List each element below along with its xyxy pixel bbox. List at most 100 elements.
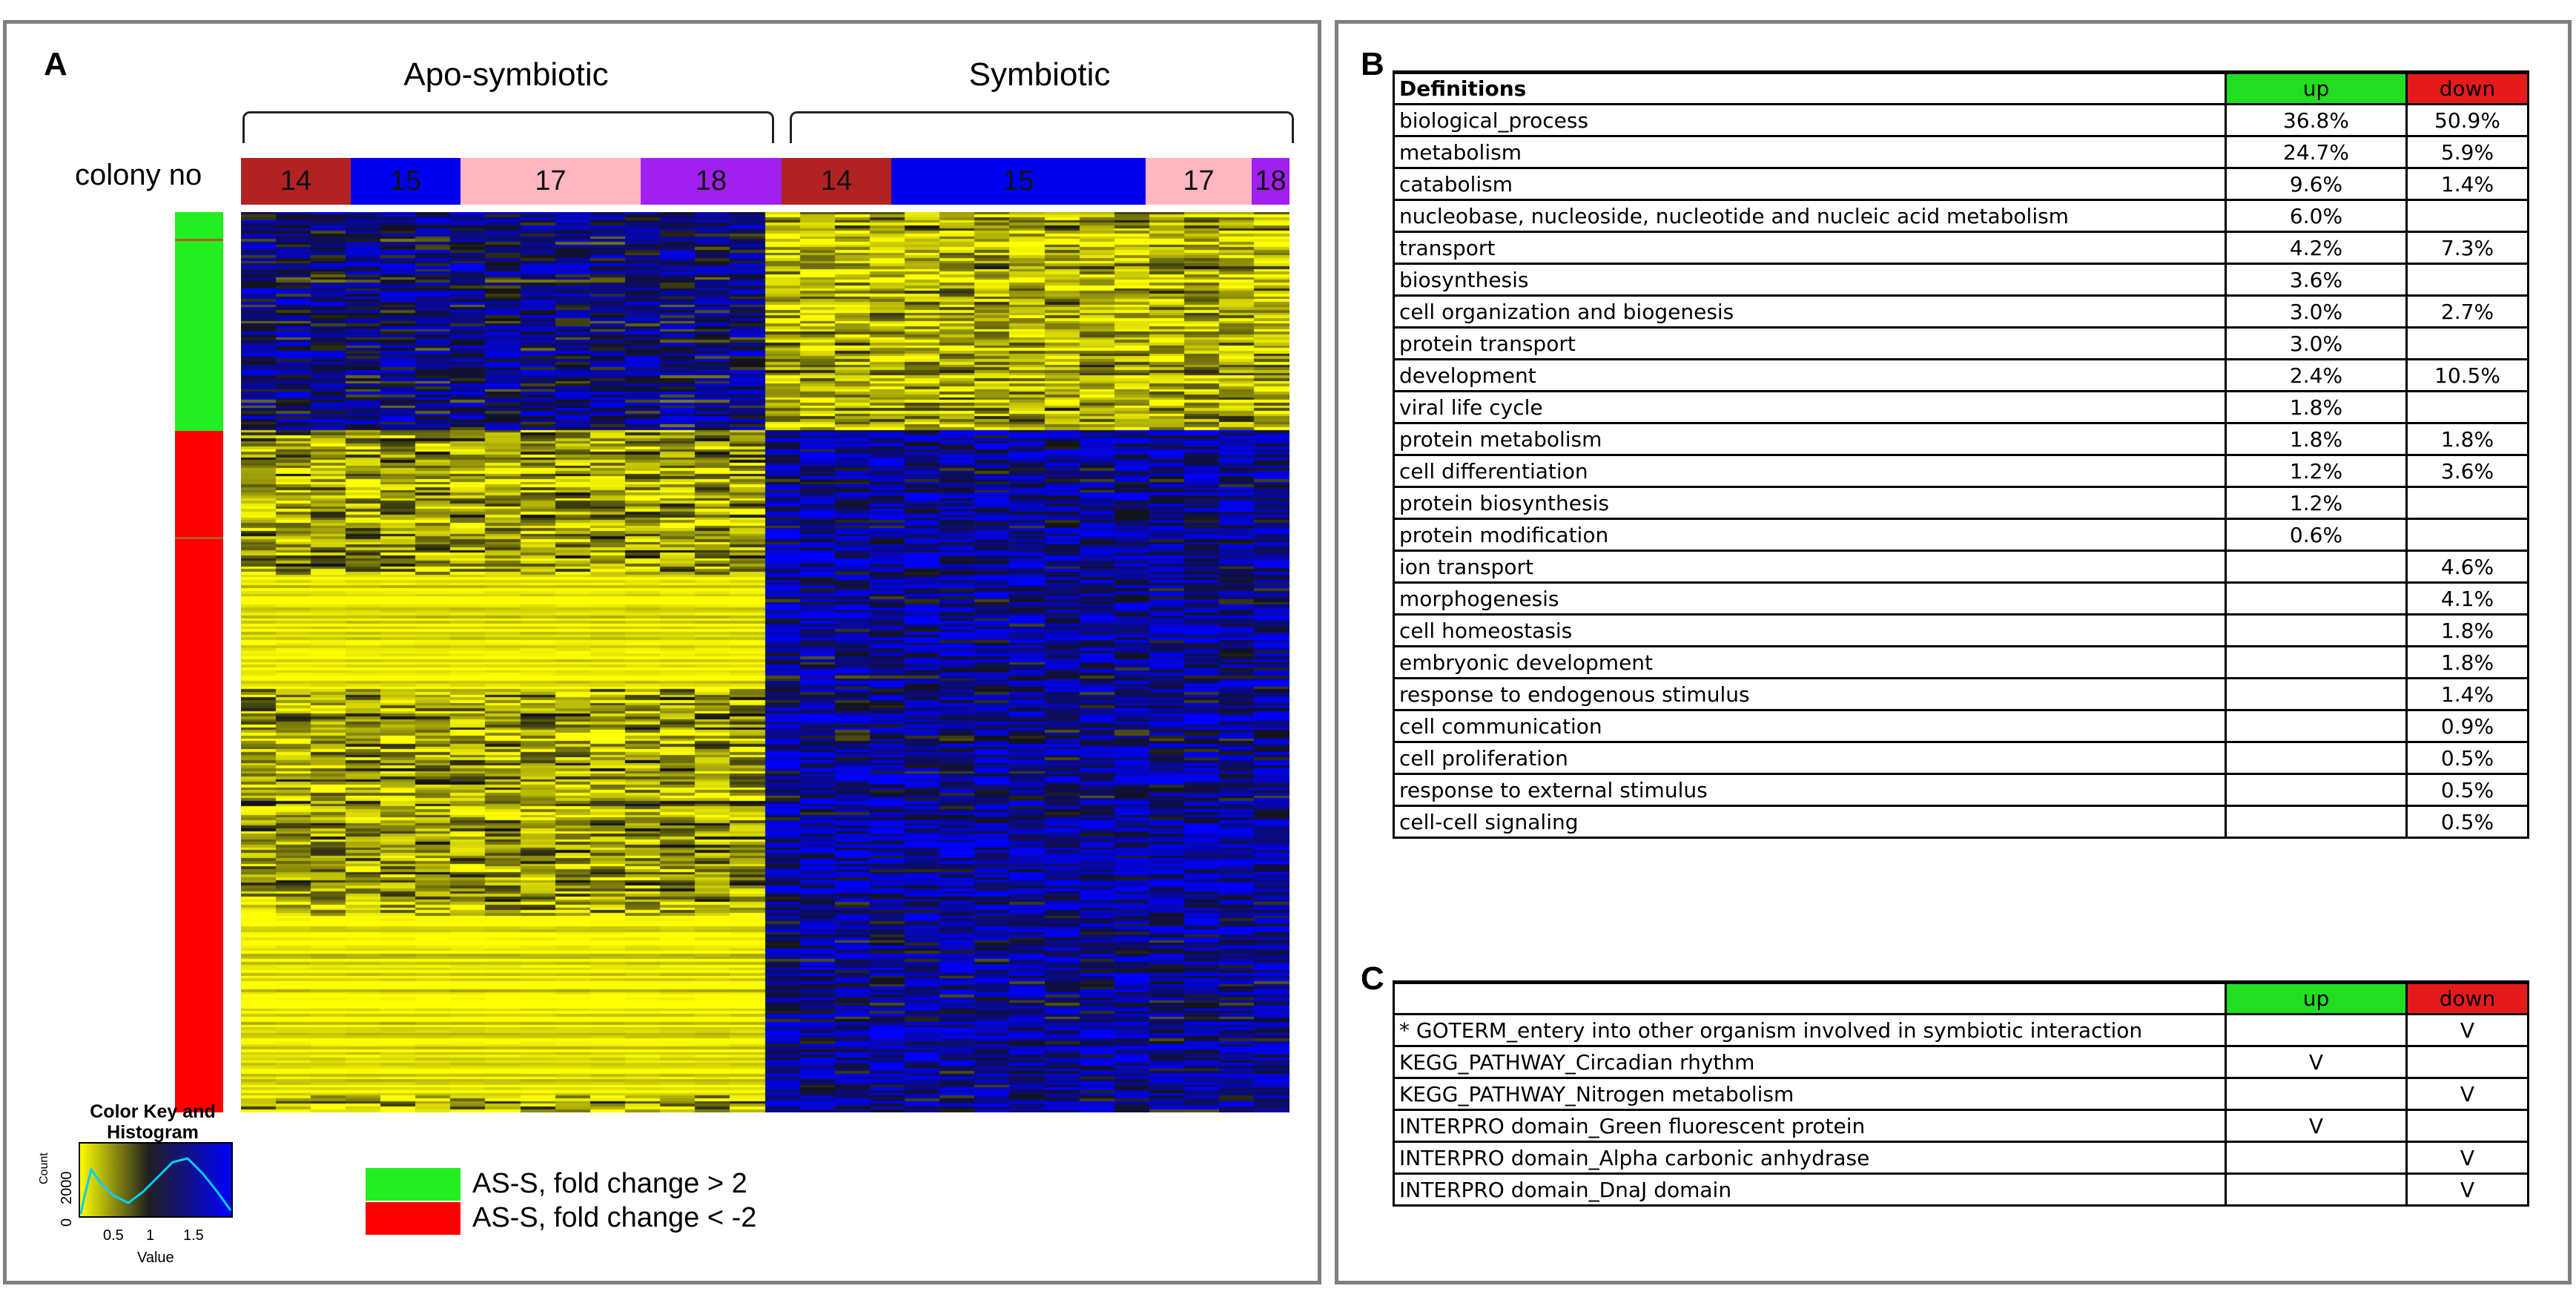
group-label-apo-symbiotic: Apo-symbiotic — [403, 56, 609, 93]
cell-up: 4.2% — [2225, 231, 2408, 265]
table-row: KEGG_PATHWAY_Nitrogen metabolism V — [1393, 1077, 2529, 1111]
header-definitions: Definitions — [1393, 70, 2227, 105]
cell-down: V — [2405, 1077, 2529, 1111]
cell-down — [2405, 390, 2529, 424]
cell-term: response to endogenous stimulus — [1393, 677, 2227, 711]
cell-up: 1.8% — [2225, 390, 2408, 424]
table-row: catabolism 9.6% 1.4% — [1393, 167, 2529, 201]
cell-up: 3.0% — [2225, 326, 2408, 360]
pathway-table: up down * GOTERM_entery into other organ… — [1393, 980, 2529, 1207]
panel-bc-tables: B Definitions up down biological_process… — [1335, 20, 2572, 1284]
cell-down — [2405, 199, 2529, 233]
colony-bar-apo-18 — [641, 158, 782, 205]
cell-up — [2225, 581, 2408, 616]
table-row: protein biosynthesis 1.2% — [1393, 486, 2529, 520]
table-row: protein transport 3.0% — [1393, 326, 2529, 360]
table-header-row: Definitions up down — [1393, 70, 2529, 105]
table-row: cell proliferation 0.5% — [1393, 741, 2529, 775]
header-up: up — [2225, 980, 2408, 1015]
cell-up — [2225, 613, 2408, 647]
cell-down: V — [2405, 1141, 2529, 1175]
cell-up — [2225, 805, 2408, 839]
cell-term: INTERPRO domain_Alpha carbonic anhydrase — [1393, 1141, 2227, 1175]
table-row: morphogenesis 4.1% — [1393, 581, 2529, 616]
legend-label-up: AS-S, fold change > 2 — [472, 1168, 747, 1199]
table-row: nucleobase, nucleoside, nucleotide and n… — [1393, 199, 2529, 233]
color-key-x-tick: 1 — [146, 1227, 155, 1244]
cell-term: biological_process — [1393, 103, 2227, 137]
cell-down: 1.8% — [2405, 613, 2529, 647]
cell-term: cell homeostasis — [1393, 613, 2227, 647]
cell-down: V — [2405, 1172, 2529, 1207]
cell-up: 24.7% — [2225, 135, 2408, 169]
table-row: KEGG_PATHWAY_Circadian rhythm V — [1393, 1045, 2529, 1079]
table-row: * GOTERM_entery into other organism invo… — [1393, 1013, 2529, 1047]
cell-down: 0.5% — [2405, 741, 2529, 775]
cell-term: catabolism — [1393, 167, 2227, 201]
legend-swatch-down — [366, 1202, 460, 1235]
cell-down: 2.7% — [2405, 294, 2529, 329]
header-down: down — [2405, 980, 2529, 1015]
cell-term: viral life cycle — [1393, 390, 2227, 424]
cell-down — [2405, 326, 2529, 360]
bracket-symbiotic — [790, 111, 1294, 143]
table-row: cell differentiation 1.2% 3.6% — [1393, 454, 2529, 488]
colony-bar-sym-14 — [782, 158, 891, 205]
panel-a-label: A — [44, 46, 67, 82]
colony-number: 17 — [535, 165, 567, 197]
color-key-title: Color Key and Histogram — [90, 1101, 216, 1143]
cell-up: V — [2225, 1109, 2408, 1143]
cell-term: protein modification — [1393, 518, 2227, 552]
cell-up — [2225, 1141, 2408, 1175]
panel-b-label: B — [1361, 46, 1384, 82]
cell-down: 3.6% — [2405, 454, 2529, 488]
row-bar-upregulated — [175, 212, 223, 431]
colony-bar-apo-14 — [241, 158, 351, 205]
panel-c-label: C — [1361, 960, 1384, 997]
color-key-gradient — [79, 1142, 233, 1218]
table-header-row: up down — [1393, 980, 2529, 1015]
table-row: development 2.4% 10.5% — [1393, 358, 2529, 392]
table-row: INTERPRO domain_DnaJ domain V — [1393, 1172, 2529, 1207]
color-key-y-label: Count — [38, 1152, 50, 1184]
cell-up: 3.6% — [2225, 263, 2408, 297]
cell-up: 1.8% — [2225, 422, 2408, 456]
cell-down: 1.4% — [2405, 677, 2529, 711]
table-row: response to endogenous stimulus 1.4% — [1393, 677, 2529, 711]
table-row: biosynthesis 3.6% — [1393, 263, 2529, 297]
cell-down: 4.6% — [2405, 550, 2529, 584]
bracket-apo-symbiotic — [242, 111, 774, 143]
table-row: metabolism 24.7% 5.9% — [1393, 135, 2529, 169]
table-row: cell communication 0.9% — [1393, 709, 2529, 743]
cell-down — [2405, 486, 2529, 520]
table-row: cell organization and biogenesis 3.0% 2.7% — [1393, 294, 2529, 329]
cell-down — [2405, 263, 2529, 297]
cell-term: development — [1393, 358, 2227, 392]
cell-down: 10.5% — [2405, 358, 2529, 392]
expression-heatmap — [241, 212, 1289, 1112]
table-row: cell-cell signaling 0.5% — [1393, 805, 2529, 839]
colony-number: 17 — [1183, 165, 1215, 197]
cell-down: 4.1% — [2405, 581, 2529, 616]
cell-up — [2225, 709, 2408, 743]
cell-up — [2225, 741, 2408, 775]
cell-term: INTERPRO domain_DnaJ domain — [1393, 1172, 2227, 1207]
cell-up — [2225, 677, 2408, 711]
cell-term: ion transport — [1393, 550, 2227, 584]
cell-up: 1.2% — [2225, 486, 2408, 520]
cell-up: 36.8% — [2225, 103, 2408, 137]
cell-term: metabolism — [1393, 135, 2227, 169]
colony-no-label: colony no — [75, 159, 202, 191]
colony-bar-apo-15 — [351, 158, 460, 205]
row-bar-tick — [175, 537, 223, 539]
header-up: up — [2225, 70, 2408, 105]
colony-number: 14 — [820, 165, 853, 197]
go-terms-table: Definitions up down biological_process 36… — [1393, 70, 2529, 839]
cell-term: cell communication — [1393, 709, 2227, 743]
color-key-x-label: Value — [137, 1250, 174, 1266]
cell-up: 0.6% — [2225, 518, 2408, 552]
cell-term: KEGG_PATHWAY_Circadian rhythm — [1393, 1045, 2227, 1079]
colony-number: 15 — [389, 165, 422, 197]
table-row: INTERPRO domain_Green fluorescent protei… — [1393, 1109, 2529, 1143]
table-row: transport 4.2% 7.3% — [1393, 231, 2529, 265]
